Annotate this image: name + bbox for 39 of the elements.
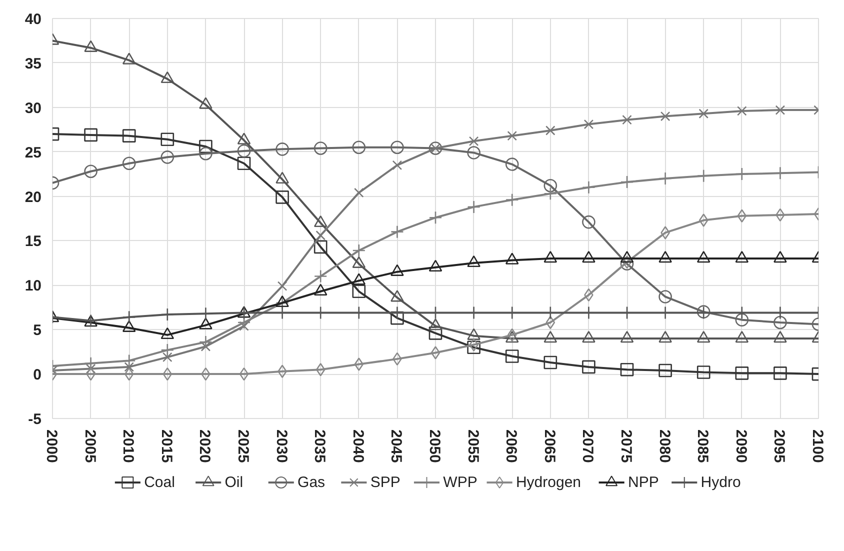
y-tick-label: 20 [24,188,42,206]
legend-label: Oil [224,474,244,491]
legend-label: NPP [628,474,659,491]
x-tick-label: 2020 [196,430,214,463]
x-tick-label: 2025 [234,430,252,463]
x-tick-label: 2040 [349,430,366,463]
y-tick-label: 25 [24,144,42,162]
x-tick-label: 2005 [81,430,98,463]
y-tick-label: 30 [24,100,42,117]
y-tick-label: -5 [28,411,42,428]
x-tick-label: 2100 [809,430,826,463]
legend-label: SPP [370,474,400,491]
x-tick-label: 2070 [579,430,596,463]
x-tick-label: 2075 [618,430,634,463]
x-tick-label: 2080 [656,430,673,463]
y-tick-label: 15 [24,233,42,250]
x-tick-label: 2050 [426,430,443,463]
x-tick-label: 2095 [770,430,788,463]
x-tick-label: 2060 [502,430,520,463]
x-tick-label: 2010 [120,430,137,463]
y-tick-label: 0 [33,366,42,384]
legend-label: WPP [443,474,478,491]
x-tick-label: 2030 [272,430,290,463]
legend-label: Hydro [700,474,741,491]
x-tick-label: 2085 [694,430,712,463]
legend-label: Gas [298,474,326,491]
x-tick-label: 2090 [732,430,750,463]
x-tick-label: 2065 [540,430,558,463]
legend-label: Coal [144,474,175,491]
x-tick-label: 2055 [464,430,482,463]
y-tick-label: 5 [33,322,42,340]
x-tick-label: 2000 [43,430,60,463]
x-tick-label: 2035 [311,430,328,463]
y-tick-label: 35 [24,55,42,72]
y-tick-label: 40 [24,11,42,28]
x-tick-label: 2015 [158,430,175,463]
x-tick-label: 2045 [388,430,405,463]
legend-label: Hydrogen [516,474,582,491]
y-tick-label: 10 [24,278,42,295]
